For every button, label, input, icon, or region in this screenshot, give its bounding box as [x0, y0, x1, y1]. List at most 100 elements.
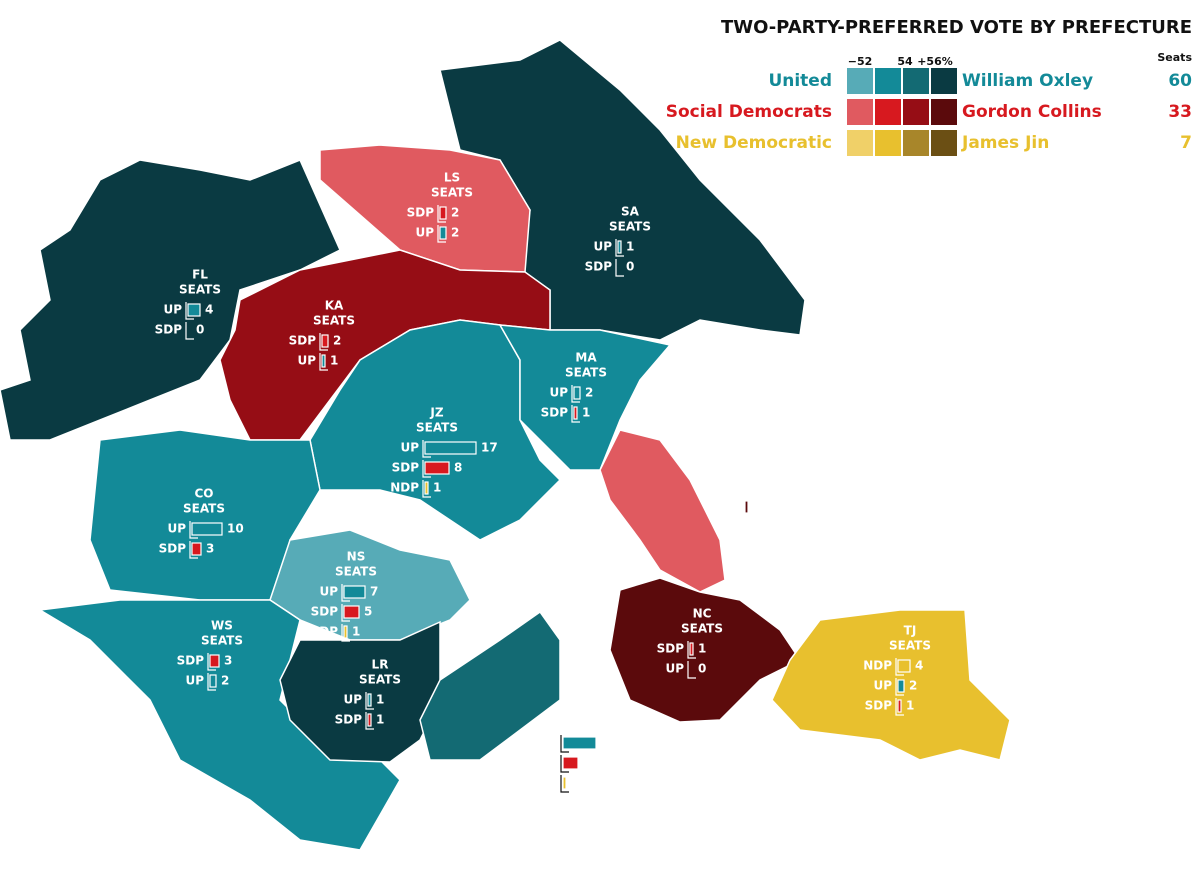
- seat-count: 1: [376, 693, 384, 707]
- seat-count: 1: [906, 699, 914, 713]
- scale-label: +56%: [917, 55, 953, 68]
- party-label: UP: [400, 441, 419, 455]
- legend-swatch: [931, 99, 957, 125]
- party-label: SDP: [712, 500, 740, 514]
- map-title: TWO-PARTY-PREFERRED VOTE BY PREFECTURE: [721, 17, 1192, 38]
- scale-label: −52: [848, 55, 873, 68]
- seats-label: SEATS: [201, 634, 243, 648]
- prefecture-code: SA: [621, 205, 640, 219]
- party-label: UP: [319, 585, 338, 599]
- seat-count: 1: [753, 500, 761, 514]
- seat-bar: [689, 642, 694, 656]
- legend-swatch: [931, 130, 957, 156]
- legend-swatch: [847, 130, 873, 156]
- bracket: [571, 405, 580, 423]
- party-label: NDP: [390, 481, 419, 495]
- prefecture-code: LR: [372, 658, 389, 672]
- seat-count: 11: [601, 736, 618, 750]
- seat-bar: [343, 625, 348, 639]
- seat-bar: [439, 226, 447, 240]
- bracket: [341, 604, 350, 622]
- bracket: [615, 259, 624, 277]
- bracket: [560, 755, 569, 773]
- party-label: SDP: [335, 713, 363, 727]
- seat-count: 2: [333, 334, 341, 348]
- bracket: [615, 239, 624, 257]
- seat-bar: [573, 386, 581, 400]
- prefecture-code: TJ: [904, 624, 917, 638]
- seat-count: 2: [451, 226, 459, 240]
- seat-bar: [897, 699, 902, 713]
- seats-label: SEATS: [609, 220, 651, 234]
- seats-label: SEATS: [335, 565, 377, 579]
- legend-candidate: Gordon Collins: [962, 102, 1102, 122]
- legend-party: Social Democrats: [666, 102, 832, 122]
- prefecture-region: [599, 429, 726, 593]
- bracket: [319, 333, 328, 351]
- seat-count: 5: [583, 756, 591, 770]
- seat-count: 1: [433, 481, 441, 495]
- seat-bar: [562, 776, 567, 790]
- party-label: UP: [163, 303, 182, 317]
- prefecture-code: CO: [194, 487, 213, 501]
- seat-bar: [209, 654, 220, 668]
- bracket: [422, 440, 431, 458]
- seat-count: 1: [330, 354, 338, 368]
- prefecture-code: JZ: [429, 406, 443, 420]
- seat-count: 1: [571, 776, 579, 790]
- party-label: SDP: [155, 323, 183, 337]
- legend-candidate: William Oxley: [962, 71, 1093, 91]
- seat-count: 2: [451, 206, 459, 220]
- seat-bar: [897, 679, 905, 693]
- party-label: SDP: [392, 461, 420, 475]
- seat-count: 1: [352, 625, 360, 639]
- party-label: UP: [538, 736, 557, 750]
- seats-label: SEATS: [313, 314, 355, 328]
- party-label: NDP: [863, 659, 892, 673]
- seat-count: 1: [376, 713, 384, 727]
- seat-count: 7: [370, 585, 378, 599]
- bracket: [571, 385, 580, 403]
- party-label: UP: [167, 522, 186, 536]
- bracket: [185, 322, 194, 340]
- legend-swatch: [847, 99, 873, 125]
- party-label: UP: [185, 674, 204, 688]
- prefecture-region: [609, 577, 802, 723]
- bracket: [422, 460, 431, 478]
- seat-count: 0: [196, 323, 204, 337]
- seat-bar: [343, 605, 360, 619]
- party-label: SDP: [407, 206, 435, 220]
- party-label: UP: [415, 226, 434, 240]
- legend-seats: 60: [1168, 71, 1192, 91]
- seat-count: 3: [206, 542, 214, 556]
- legend-swatch: [931, 68, 957, 94]
- prefecture-region: [0, 159, 341, 441]
- prefecture-code: FL: [192, 268, 208, 282]
- seats-label: SEATS: [359, 673, 401, 687]
- bracket: [422, 480, 431, 498]
- seats-label: SEATS: [736, 480, 778, 494]
- prefecture-code: KA: [325, 299, 344, 313]
- legend-party: United: [768, 71, 832, 91]
- bracket: [365, 712, 374, 730]
- bracket: [189, 541, 198, 559]
- party-label: SDP: [530, 756, 558, 770]
- seat-bar: [343, 585, 366, 599]
- prefecture-code: WS: [211, 619, 233, 633]
- party-label: SDP: [159, 542, 187, 556]
- seat-bar: [367, 693, 372, 707]
- bracket: [895, 678, 904, 696]
- prefecture-code: NS: [347, 550, 366, 564]
- bracket: [341, 584, 350, 602]
- party-label: SDP: [585, 260, 613, 274]
- seat-bar: [187, 303, 201, 317]
- scale-label: 54: [897, 55, 913, 68]
- party-label: SDP: [311, 605, 339, 619]
- bracket: [207, 673, 216, 691]
- seats-label: SEATS: [179, 283, 221, 297]
- seat-bar: [424, 481, 429, 495]
- seat-bar: [321, 334, 329, 348]
- seat-bar: [439, 206, 447, 220]
